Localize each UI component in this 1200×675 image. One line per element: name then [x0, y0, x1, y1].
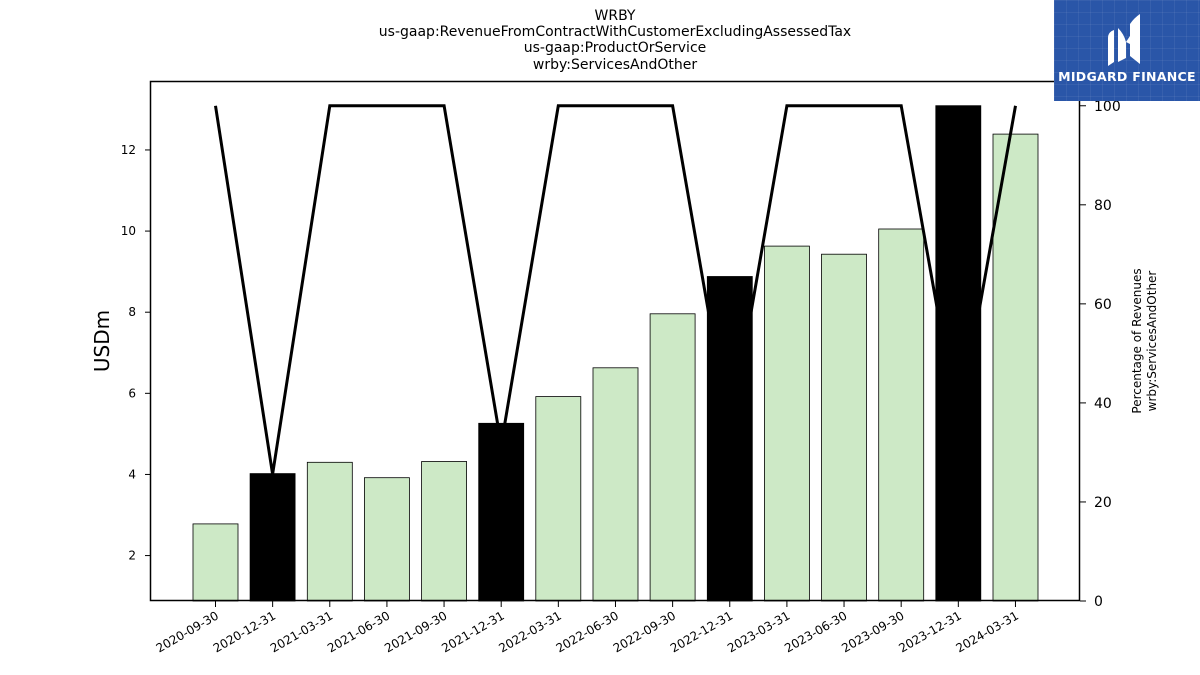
x-tick-label: 2021-03-31: [268, 608, 335, 655]
bar-series: [192, 105, 1039, 602]
right-y-tick-label: 100: [1094, 99, 1121, 115]
left-y-tick-label: 2: [128, 549, 136, 563]
left-y-tick-label: 12: [121, 143, 136, 157]
x-tick-label: 2023-06-30: [782, 608, 849, 655]
right-y-axis-label-line-1: Percentage of Revenues: [1130, 268, 1144, 413]
x-tick-label: 2023-09-30: [839, 608, 906, 655]
left-y-tick-label: 6: [128, 386, 136, 400]
bar-2023-12-31: [935, 105, 982, 602]
bar-2021-09-30: [421, 461, 468, 602]
left-y-axis-label: USDm: [90, 310, 114, 372]
chart-title-line-3: us-gaap:ProductOrService: [524, 40, 707, 56]
x-tick-label: 2021-06-30: [325, 608, 392, 655]
plot-area-frame: [149, 80, 1081, 602]
right-y-tick-label: 40: [1094, 396, 1112, 412]
x-tick-label: 2022-09-30: [611, 608, 678, 655]
left-y-tick-label: 10: [121, 224, 136, 238]
chart-title-line-4: wrby:ServicesAndOther: [533, 57, 697, 73]
x-tick-label: 2020-09-30: [154, 608, 221, 655]
x-tick-label: 2023-03-31: [725, 608, 792, 655]
right-y-tick-label: 0: [1094, 594, 1103, 610]
chart-title-line-2: us-gaap:RevenueFromContractWithCustomerE…: [379, 24, 851, 40]
midgard-logo-icon: [1108, 14, 1140, 66]
bar-2022-09-30: [649, 313, 696, 602]
x-tick-label: 2020-12-31: [211, 608, 278, 655]
right-y-axis-label-line-2: wrby:ServicesAndOther: [1145, 271, 1159, 412]
x-tick-label: 2022-06-30: [554, 608, 621, 655]
right-y-tick-label: 20: [1094, 495, 1112, 511]
midgard-finance-logo: MIDGARD FINANCE: [1054, 0, 1200, 101]
x-axis: 2020-09-302020-12-312021-03-312021-06-30…: [154, 601, 1021, 655]
x-tick-label: 2023-12-31: [896, 608, 963, 655]
chart-title-line-1: WRBY: [595, 8, 636, 24]
right-y-axis: 0 20 40 60 80 100: [1080, 99, 1121, 610]
percentage-line-series: [214, 104, 1017, 475]
bar-2022-06-30: [592, 367, 639, 602]
bar-2024-03-31: [992, 133, 1039, 602]
bar-2021-06-30: [363, 477, 410, 602]
bar-2021-12-31: [478, 422, 525, 602]
bar-2020-09-30: [192, 523, 239, 602]
bar-2023-09-30: [878, 228, 925, 602]
bar-2022-03-31: [535, 396, 582, 602]
right-y-axis-label: Percentage of Revenues wrby:ServicesAndO…: [1130, 268, 1159, 413]
chart-title: WRBY us-gaap:RevenueFromContractWithCust…: [379, 8, 851, 73]
bar-2022-12-31: [706, 276, 753, 602]
right-y-tick-label: 60: [1094, 297, 1112, 313]
left-y-tick-label: 4: [128, 467, 136, 481]
bar-2020-12-31: [249, 473, 296, 602]
x-tick-label: 2022-12-31: [668, 608, 735, 655]
x-tick-label: 2022-03-31: [496, 608, 563, 655]
percentage-line: [214, 104, 1017, 475]
left-y-axis: 2 4 6 8 10 12: [121, 143, 150, 563]
left-y-tick-label: 8: [128, 305, 136, 319]
x-tick-label: 2021-09-30: [382, 608, 449, 655]
x-tick-label: 2024-03-31: [954, 608, 1021, 655]
bar-2023-03-31: [764, 245, 810, 602]
bar-2023-06-30: [821, 253, 867, 602]
right-y-tick-label: 80: [1094, 198, 1112, 214]
bar-2021-03-31: [306, 461, 353, 602]
logo-brand-text: MIDGARD FINANCE: [1058, 69, 1196, 84]
x-tick-label: 2021-12-31: [439, 608, 506, 655]
